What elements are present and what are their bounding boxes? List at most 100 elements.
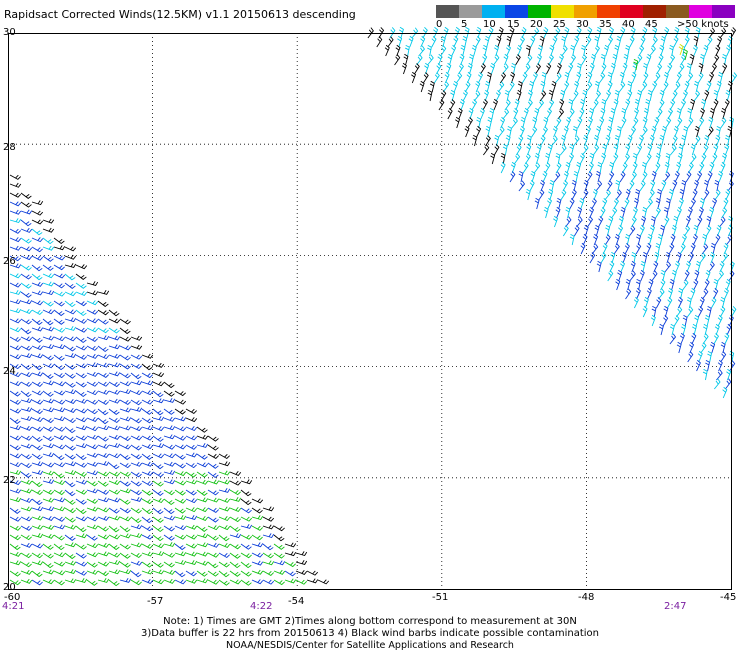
wind-barb (141, 507, 153, 515)
wind-barb (53, 363, 65, 371)
wind-barb (141, 417, 153, 424)
wind-barb (542, 170, 548, 183)
wind-barb (562, 180, 569, 192)
wind-barb (691, 332, 697, 345)
wind-barb (399, 26, 404, 39)
wind-barb (444, 71, 450, 84)
wind-barb (579, 197, 585, 210)
wind-barb (64, 489, 76, 497)
wind-barb (422, 72, 429, 84)
wind-barb (476, 125, 482, 138)
wind-barb (496, 35, 502, 48)
wind-barb (97, 381, 110, 387)
wind-barb (625, 278, 631, 291)
wind-barb (479, 107, 485, 120)
wind-barb (20, 237, 32, 244)
wind-barb (711, 63, 717, 75)
wind-barb (119, 407, 132, 413)
wind-barb (698, 206, 704, 219)
wind-barb (555, 206, 561, 219)
wind-barb (367, 27, 374, 39)
wind-barb (593, 134, 599, 147)
wind-barb (64, 578, 77, 584)
wind-barb (642, 116, 648, 129)
wind-barb (664, 161, 670, 174)
wind-barb (86, 309, 99, 315)
wind-barb (539, 90, 547, 102)
wind-barb (582, 144, 589, 156)
wind-barb (31, 246, 43, 253)
wind-barb (568, 98, 574, 111)
wind-barb (53, 354, 65, 361)
wind-barb (471, 99, 478, 111)
wind-barb (108, 489, 121, 495)
wind-barb (662, 315, 669, 327)
wind-barb (75, 372, 87, 379)
wind-barb (454, 26, 460, 39)
wind-barb (537, 99, 545, 111)
wind-barb (636, 143, 643, 156)
wind-barb (447, 53, 453, 66)
wind-barb (384, 44, 390, 57)
wind-barb (163, 498, 175, 506)
wind-barb (141, 561, 153, 568)
wind-barb (207, 579, 220, 585)
wind-barb (682, 279, 689, 291)
wind-barb (174, 551, 187, 557)
wind-barb (656, 143, 662, 156)
wind-barb (53, 273, 66, 279)
wind-barb (616, 126, 622, 138)
wind-barb (583, 134, 589, 147)
wind-barb (725, 89, 731, 102)
wind-barb (717, 359, 723, 372)
wind-barb (108, 534, 121, 540)
wind-barb (152, 534, 164, 542)
wind-barb (9, 390, 21, 397)
wind-barb (698, 162, 705, 174)
wind-barb (97, 425, 110, 431)
wind-barb (31, 444, 43, 451)
wind-barb (671, 90, 678, 102)
wind-barb (152, 561, 164, 568)
wind-barb (97, 362, 110, 368)
wind-barb (207, 471, 219, 479)
wind-barb (163, 515, 176, 521)
wind-barb (119, 399, 131, 406)
wind-barb (701, 243, 709, 255)
wind-barb (524, 63, 531, 75)
wind-barb (86, 434, 99, 440)
wind-barb (720, 296, 726, 309)
wind-barb (119, 577, 132, 583)
wind-barb (163, 470, 176, 475)
wind-barb (632, 117, 639, 129)
wind-barb (196, 570, 208, 577)
wind-barb (534, 107, 540, 120)
wind-barb (119, 462, 131, 469)
wind-barb (97, 289, 110, 295)
wind-barb (574, 35, 580, 48)
wind-barb (207, 534, 219, 541)
wind-barb (675, 306, 683, 318)
wind-barb (86, 506, 99, 512)
wind-barb (273, 543, 285, 550)
wind-barb (163, 397, 176, 403)
wind-barb (530, 170, 536, 183)
wind-barb (464, 81, 471, 93)
wind-barb (576, 71, 582, 84)
wind-barb (549, 179, 555, 192)
wind-barb (654, 116, 660, 129)
wind-barb (20, 416, 33, 421)
wind-barb (476, 26, 482, 39)
wind-barb (20, 569, 33, 575)
wind-barb (629, 36, 635, 48)
wind-barb (64, 542, 77, 548)
wind-barb (482, 99, 488, 111)
wind-barb (64, 326, 77, 331)
wind-barb (689, 153, 697, 165)
wind-barb (185, 435, 198, 441)
wind-barb (589, 107, 595, 120)
wind-barb (64, 569, 77, 574)
wind-barb (20, 516, 33, 522)
wind-barb (196, 443, 209, 448)
